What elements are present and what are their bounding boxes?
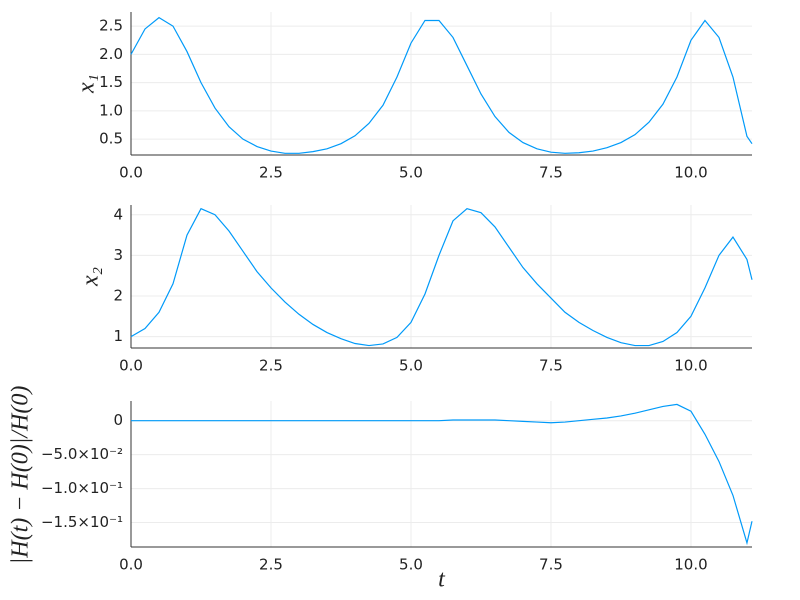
y-axis-label: |H(t) − H(0)|/H(0): [8, 386, 34, 565]
line-series: [130, 16, 753, 154]
y-tick-label: 0.5: [99, 130, 123, 148]
y-tick-label: 2.0: [99, 45, 123, 63]
x-tick-label: 7.5: [539, 556, 563, 574]
x-tick-label: 0.0: [119, 556, 143, 574]
x-axis-label: t: [438, 567, 446, 593]
x-tick-label: 0.0: [119, 164, 143, 182]
x-tick-label: 5.0: [399, 357, 423, 375]
x-tick-label: 7.5: [539, 357, 563, 375]
y-tick-label: 1: [113, 327, 123, 345]
line-series: [130, 207, 753, 347]
y-tick-label: 1.5: [99, 73, 123, 91]
y-tick-label: −1.5×10⁻¹: [41, 513, 123, 531]
x-tick-label: 7.5: [539, 164, 563, 182]
y-axis-label: x₁: [74, 74, 100, 94]
y-tick-label: 2.5: [99, 17, 123, 35]
x-tick-label: 2.5: [259, 357, 283, 375]
x-tick-label: 10.0: [674, 357, 707, 375]
x-tick-label: 2.5: [259, 556, 283, 574]
y-tick-label: 3: [113, 246, 123, 264]
x-tick-label: 10.0: [674, 164, 707, 182]
y-tick-label: −5.0×10⁻²: [41, 445, 123, 463]
x-tick-label: 10.0: [674, 556, 707, 574]
x-tick-label: 5.0: [399, 556, 423, 574]
y-tick-label: 2: [113, 287, 123, 305]
x-tick-label: 2.5: [259, 164, 283, 182]
y-axis-label: x₂: [78, 267, 104, 287]
x-tick-label: 0.0: [119, 357, 143, 375]
y-tick-label: 0: [113, 411, 123, 429]
y-tick-label: 1.0: [99, 101, 123, 119]
line-series: [131, 403, 753, 546]
y-tick-label: −1.0×10⁻¹: [41, 479, 123, 497]
x-tick-label: 5.0: [399, 164, 423, 182]
y-tick-label: 4: [113, 205, 123, 223]
